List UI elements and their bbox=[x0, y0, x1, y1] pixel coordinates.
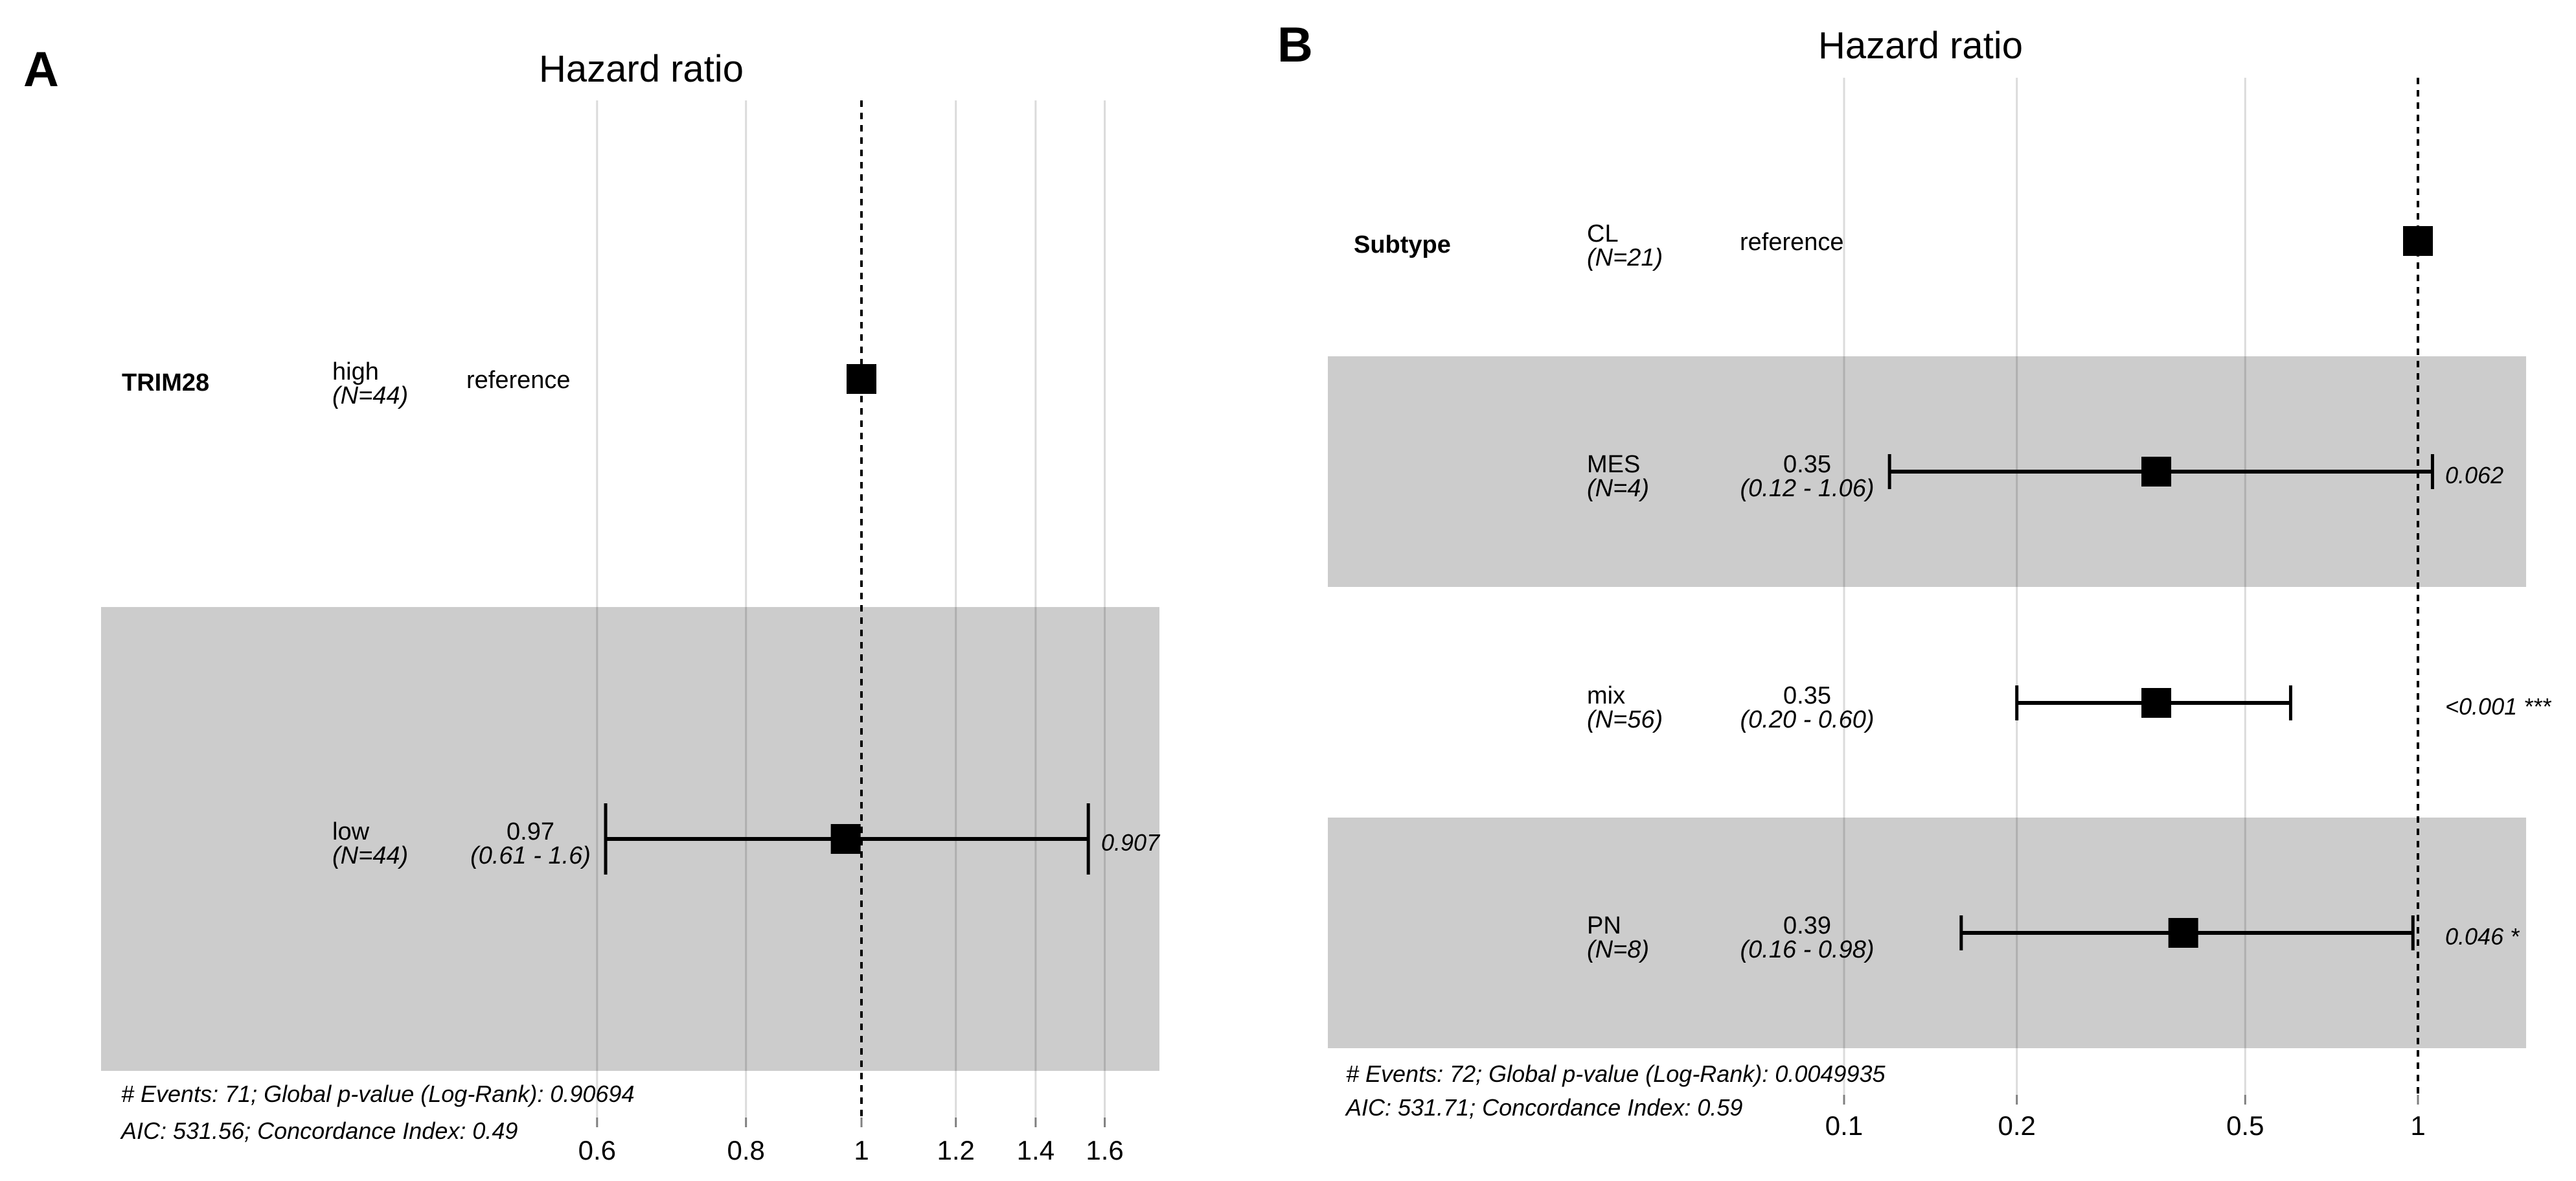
hr-marker-b bbox=[2168, 918, 2198, 948]
axis-tick-label-b: 0.5 bbox=[2226, 1110, 2264, 1141]
hr-marker-a bbox=[830, 824, 861, 854]
chart-title-b: Hazard ratio bbox=[1818, 25, 2023, 67]
row-estimate-b: reference bbox=[1740, 229, 1844, 256]
axis-tick-label-a: 1.6 bbox=[1086, 1135, 1123, 1165]
hr-marker-b bbox=[2403, 226, 2433, 256]
panel-label-b: B bbox=[1277, 17, 1313, 73]
hr-marker-b bbox=[2141, 688, 2172, 718]
axis-tick-label-a: 1 bbox=[854, 1135, 869, 1165]
row-n-b: (N=8) bbox=[1587, 936, 1649, 963]
row-ci-b: (0.12 - 1.06) bbox=[1740, 475, 1875, 502]
p-value-label-b: <0.001 *** bbox=[2445, 693, 2551, 720]
axis-tick-label-a: 0.6 bbox=[578, 1135, 616, 1165]
hr-marker-a bbox=[847, 364, 876, 394]
row-n-a: (N=44) bbox=[332, 842, 408, 869]
row-n-b: (N=4) bbox=[1587, 475, 1649, 502]
p-value-label-b: 0.046 * bbox=[2445, 923, 2520, 950]
footer-line-a: # Events: 71; Global p-value (Log-Rank):… bbox=[121, 1081, 634, 1107]
row-estimate-b: 0.35 bbox=[1783, 451, 1831, 478]
row-level-b: MES bbox=[1587, 451, 1640, 478]
row-estimate-a: 0.97 bbox=[507, 818, 554, 845]
panel-label-a: A bbox=[23, 42, 59, 97]
footer-line-b: # Events: 72; Global p-value (Log-Rank):… bbox=[1346, 1061, 1886, 1087]
p-value-label-a: 0.907 bbox=[1101, 829, 1161, 856]
row-level-b: PN bbox=[1587, 912, 1621, 939]
row-n-b: (N=21) bbox=[1587, 244, 1663, 271]
row-level-b: mix bbox=[1587, 682, 1625, 709]
row-estimate-b: 0.35 bbox=[1783, 682, 1831, 709]
axis-tick-label-b: 0.2 bbox=[1998, 1110, 2036, 1141]
axis-tick-label-a: 1.4 bbox=[1017, 1135, 1054, 1165]
row-ci-b: (0.16 - 0.98) bbox=[1740, 936, 1875, 963]
variable-label-b: Subtype bbox=[1354, 231, 1451, 258]
row-estimate-b: 0.39 bbox=[1783, 912, 1831, 939]
p-value-label-b: 0.062 bbox=[2445, 462, 2503, 488]
axis-tick-label-b: 1 bbox=[2410, 1110, 2425, 1141]
hr-marker-b bbox=[2141, 457, 2172, 487]
footer-line-b: AIC: 531.71; Concordance Index: 0.59 bbox=[1345, 1094, 1742, 1121]
axis-tick-label-a: 1.2 bbox=[937, 1135, 974, 1165]
axis-tick-label-b: 0.1 bbox=[1825, 1110, 1863, 1141]
row-n-b: (N=56) bbox=[1587, 706, 1663, 733]
row-level-a: high bbox=[332, 358, 379, 385]
row-n-a: (N=44) bbox=[332, 382, 408, 409]
chart-title-a: Hazard ratio bbox=[539, 48, 744, 90]
row-estimate-a: reference bbox=[466, 367, 571, 394]
footer-line-a: AIC: 531.56; Concordance Index: 0.49 bbox=[120, 1118, 518, 1144]
row-level-b: CL bbox=[1587, 220, 1619, 247]
row-ci-b: (0.20 - 0.60) bbox=[1740, 706, 1875, 733]
variable-label-a: TRIM28 bbox=[122, 369, 209, 396]
row-level-a: low bbox=[332, 818, 370, 845]
row-ci-a: (0.61 - 1.6) bbox=[470, 842, 591, 869]
axis-tick-label-a: 0.8 bbox=[727, 1135, 764, 1165]
